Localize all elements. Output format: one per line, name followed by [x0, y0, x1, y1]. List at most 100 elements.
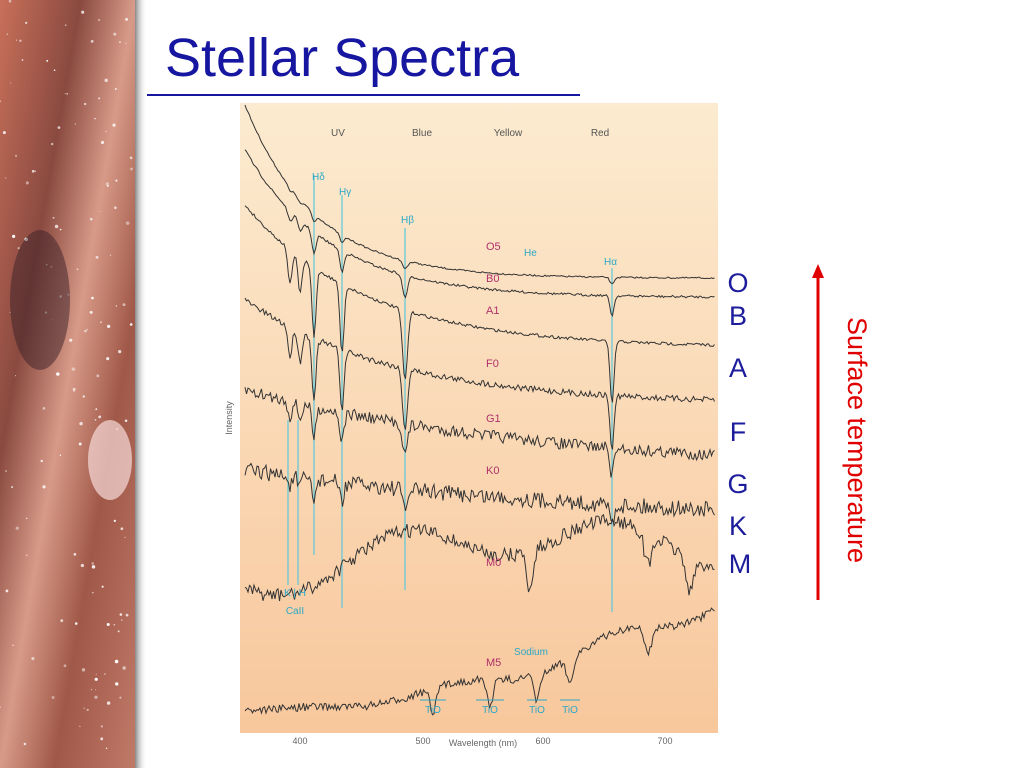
star [114, 659, 119, 664]
star [98, 415, 102, 419]
line-label: He [524, 248, 537, 259]
star [42, 485, 46, 489]
star [91, 296, 94, 300]
class-letter: K [729, 511, 747, 541]
sodium-label: Sodium [514, 647, 548, 658]
arrow-label: Surface temperature [842, 317, 872, 563]
class-label: G1 [486, 413, 501, 425]
x-tick-label: 700 [657, 736, 672, 746]
calcium-label: K | H [284, 588, 306, 599]
spectrum-curve [244, 149, 715, 317]
spectra [244, 104, 715, 716]
star [119, 696, 122, 699]
star [130, 167, 133, 171]
star [96, 374, 100, 378]
nebula-dark [10, 230, 70, 370]
star [17, 247, 20, 250]
class-label: A1 [486, 305, 499, 317]
star [73, 552, 77, 556]
star [34, 170, 36, 172]
star [100, 140, 105, 145]
x-tick-label: 600 [535, 736, 550, 746]
star [6, 33, 8, 35]
y-axis-label: Intensity [224, 401, 234, 435]
spectrum-curve [244, 205, 715, 403]
star [124, 419, 128, 423]
star [91, 591, 94, 594]
star [119, 41, 121, 44]
star [2, 131, 6, 135]
class-label: O5 [486, 241, 501, 253]
star [112, 123, 116, 127]
star [105, 130, 107, 133]
star [46, 59, 49, 62]
line-label: Hβ [401, 215, 414, 226]
star [84, 102, 87, 106]
star [11, 486, 14, 489]
star [113, 623, 116, 626]
star [5, 470, 7, 472]
tio-label: TiO [425, 705, 441, 716]
star [84, 329, 87, 333]
star [106, 701, 111, 705]
star [106, 184, 109, 187]
star [16, 39, 18, 41]
star [90, 688, 93, 691]
star [113, 32, 117, 36]
star [42, 407, 46, 410]
star [100, 321, 102, 324]
star [94, 695, 98, 699]
star [91, 562, 95, 565]
star [125, 221, 130, 225]
class-letter: O [727, 268, 748, 298]
star [99, 211, 101, 213]
star [83, 707, 85, 709]
class-label: M5 [486, 657, 501, 669]
star [40, 459, 43, 463]
star [95, 673, 97, 675]
star [120, 527, 124, 531]
star [117, 630, 120, 633]
star [79, 421, 83, 426]
star [115, 682, 119, 686]
spectrum-curve [244, 462, 715, 524]
star [25, 21, 28, 24]
star [94, 677, 98, 681]
star [95, 255, 99, 259]
star [94, 118, 96, 120]
star [25, 181, 29, 185]
star [63, 664, 67, 668]
star [104, 673, 106, 675]
line-label: Hδ [312, 172, 325, 183]
star [0, 706, 1, 709]
class-letter: B [729, 301, 747, 331]
star [90, 39, 94, 43]
spectrum-curve [244, 513, 715, 602]
star [12, 234, 16, 238]
star [101, 585, 104, 588]
class-label: K0 [486, 465, 499, 477]
star [4, 177, 7, 179]
class-letter: M [729, 549, 752, 579]
star [72, 387, 76, 391]
star [54, 224, 59, 229]
star [59, 228, 62, 231]
star [15, 375, 17, 377]
star [114, 88, 117, 90]
star [9, 82, 12, 84]
star [57, 126, 61, 129]
star [122, 666, 126, 670]
star [95, 689, 97, 691]
star [14, 154, 18, 157]
star [25, 554, 28, 557]
star [56, 372, 60, 376]
star [86, 708, 89, 712]
star [86, 329, 88, 331]
line-label: Hα [604, 257, 617, 268]
star [95, 408, 98, 411]
star [12, 644, 14, 647]
star [91, 565, 96, 569]
star [115, 179, 118, 182]
star [64, 93, 66, 95]
